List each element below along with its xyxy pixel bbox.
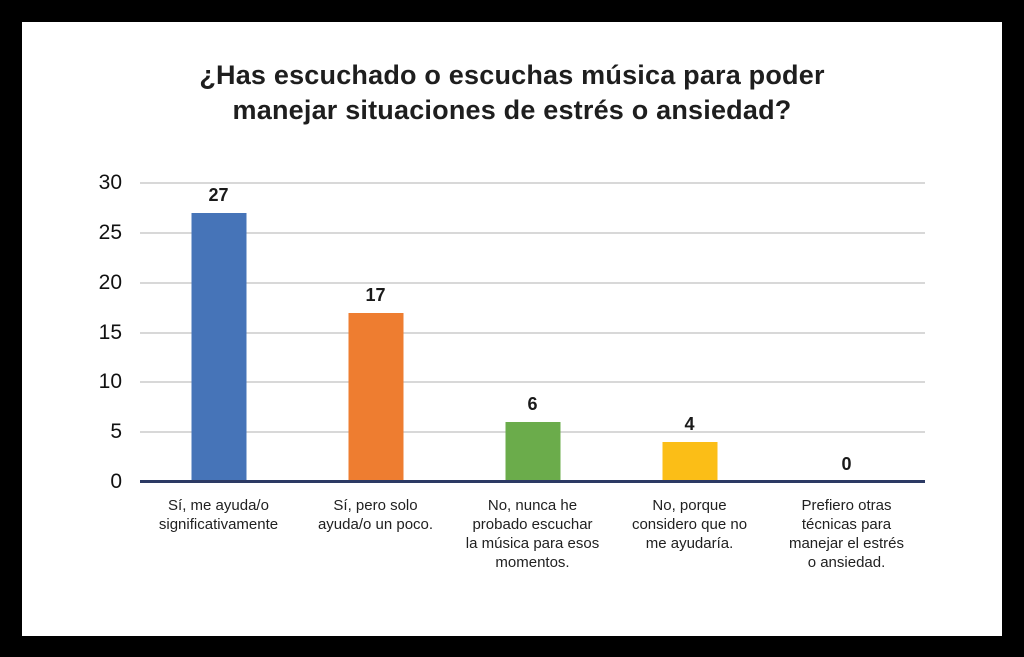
y-tick-label-25: 25 [98, 220, 122, 244]
chart-title-line-1: ¿Has escuchado o escuchas música para po… [199, 60, 825, 90]
bar-column-2: 17 [297, 183, 454, 482]
bar-value-label-2: 17 [365, 284, 386, 305]
x-axis-line [140, 480, 925, 483]
y-tick-label-15: 15 [98, 320, 122, 344]
gridline-20 [140, 281, 925, 284]
chart-panel: ¿Has escuchado o escuchas música para po… [22, 22, 1002, 636]
x-category-label-4: No, porque considero que no me ayudaría. [631, 497, 748, 552]
bar-4 [662, 442, 717, 482]
bar-column-1: 27 [140, 183, 297, 482]
bar-value-label-4: 4 [684, 414, 695, 435]
bar-1 [191, 212, 246, 482]
bar-value-label-1: 27 [208, 184, 229, 205]
plot-area: 27 17 6 4 0 [140, 182, 925, 483]
x-axis-labels: Sí, me ayuda/o significativamente Sí, per… [140, 496, 925, 572]
y-tick-label-20: 20 [98, 270, 122, 294]
bar-column-3: 6 [454, 183, 611, 482]
y-tick-label-30: 30 [98, 171, 122, 194]
bar-2 [348, 312, 403, 482]
bar-3 [505, 422, 560, 482]
bars-row: 27 17 6 4 0 [140, 183, 925, 482]
y-tick-label-0: 0 [110, 470, 122, 493]
bar-column-4: 4 [611, 183, 768, 482]
chart-title-line-2: manejar situaciones de estrés o ansiedad… [232, 95, 792, 125]
bar-value-label-5: 0 [841, 454, 852, 474]
y-tick-label-5: 5 [110, 420, 122, 444]
gridline-25 [140, 231, 925, 234]
x-category-label-3: No, nunca he probado escuchar la música … [465, 497, 600, 571]
bar-value-label-3: 6 [527, 394, 538, 415]
bar-column-5: 0 [768, 183, 925, 482]
gridline-15 [140, 331, 925, 334]
y-tick-label-10: 10 [98, 370, 122, 394]
x-category-label-2: Sí, pero solo ayuda/o un poco. [317, 497, 434, 533]
x-category-label-5: Prefiero otras técnicas para manejar el … [788, 497, 905, 571]
y-axis: 0 5 10 15 20 25 30 [22, 171, 122, 493]
gridline-30 [140, 182, 925, 184]
gridline-10 [140, 381, 925, 384]
x-category-label-1: Sí, me ayuda/o significativamente [158, 497, 279, 533]
chart-title: ¿Has escuchado o escuchas música para po… [22, 58, 1002, 128]
